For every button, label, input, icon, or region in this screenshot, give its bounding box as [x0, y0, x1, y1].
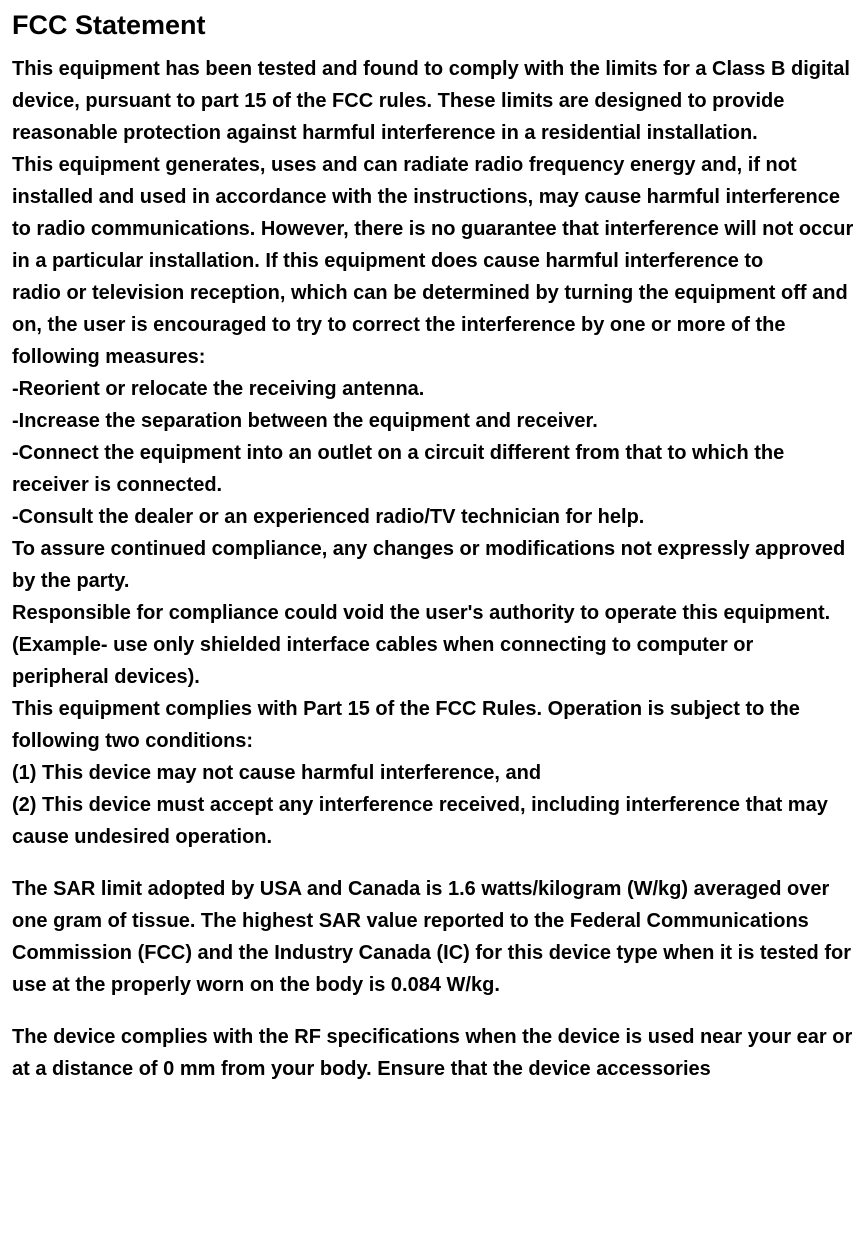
paragraph-interference-1: This equipment generates, uses and can r…	[12, 149, 855, 213]
section-spacer	[12, 853, 855, 873]
measure-item-1: -Reorient or relocate the receiving ante…	[12, 373, 855, 405]
paragraph-sar: The SAR limit adopted by USA and Canada …	[12, 873, 855, 1001]
paragraph-compliance-1: To assure continued compliance, any chan…	[12, 533, 855, 597]
paragraph-conditions-intro: This equipment complies with Part 15 of …	[12, 693, 855, 757]
measure-item-3: -Connect the equipment into an outlet on…	[12, 437, 855, 501]
paragraph-compliance-2: Responsible for compliance could void th…	[12, 597, 855, 693]
paragraph-measures-intro: following measures:	[12, 341, 855, 373]
section-spacer	[12, 1001, 855, 1021]
paragraph-rf: The device complies with the RF specific…	[12, 1021, 855, 1085]
condition-2: (2) This device must accept any interfer…	[12, 789, 855, 853]
condition-1: (1) This device may not cause harmful in…	[12, 757, 855, 789]
page-title: FCC Statement	[12, 8, 855, 43]
paragraph-intro: This equipment has been tested and found…	[12, 53, 855, 149]
paragraph-interference-2: to radio communications. However, there …	[12, 213, 855, 277]
paragraph-interference-3: radio or television reception, which can…	[12, 277, 855, 341]
measure-item-4: -Consult the dealer or an experienced ra…	[12, 501, 855, 533]
measure-item-2: -Increase the separation between the equ…	[12, 405, 855, 437]
